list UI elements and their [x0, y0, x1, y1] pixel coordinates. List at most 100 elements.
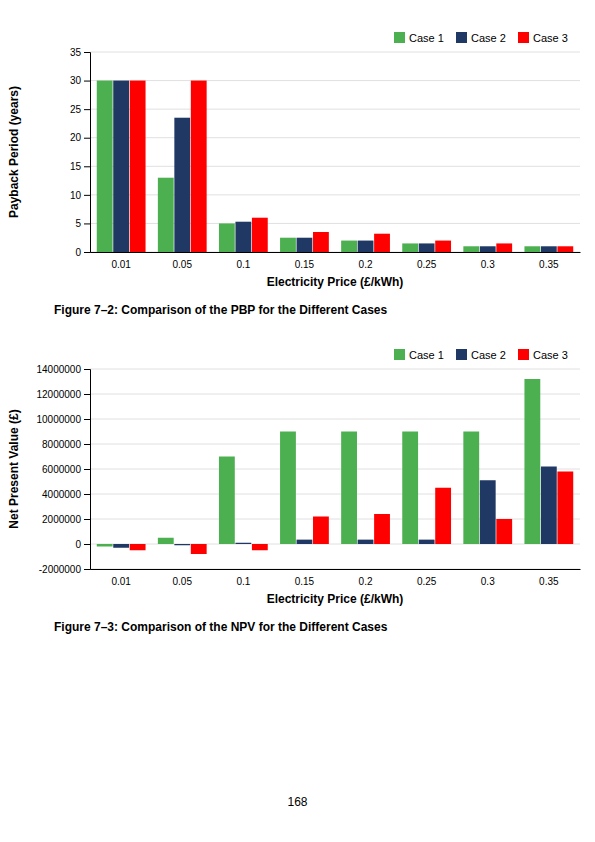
y-tick: 10000000 — [37, 414, 91, 425]
y-tick-label: 14000000 — [37, 364, 82, 375]
y-axis: 05101520253035 — [70, 47, 91, 258]
y-tick-label: 35 — [70, 47, 82, 58]
x-tick-label: 0.15 — [295, 576, 315, 587]
legend-swatch — [456, 349, 467, 360]
bar — [97, 81, 113, 252]
y-tick: 14000000 — [37, 364, 91, 375]
x-tick-label: 0.01 — [111, 259, 131, 270]
x-tick: 0.2 — [359, 576, 373, 587]
x-tick-label: 0.2 — [359, 576, 373, 587]
x-tick: 0.35 — [539, 259, 559, 270]
y-tick-mark — [84, 394, 90, 395]
bar — [541, 246, 557, 252]
y-axis-line — [84, 53, 91, 253]
bar — [113, 81, 129, 252]
y-axis: -200000002000000400000060000008000000100… — [37, 364, 91, 575]
y-tick-mark — [84, 52, 90, 53]
bar — [541, 467, 557, 545]
bar — [358, 241, 374, 252]
y-tick: 0 — [75, 247, 90, 258]
bar-series — [130, 81, 574, 252]
y-tick-mark — [84, 469, 90, 470]
x-tick: 0.15 — [295, 259, 315, 270]
bar-series — [113, 81, 557, 252]
x-tick-label: 0.2 — [359, 259, 373, 270]
legend-label: Case 2 — [471, 349, 506, 361]
grid — [90, 369, 580, 569]
legend-label: Case 3 — [533, 32, 568, 44]
grid-line — [90, 109, 580, 110]
x-tick-label: 0.3 — [481, 259, 495, 270]
y-tick: 4000000 — [42, 489, 90, 500]
y-tick: 15 — [70, 161, 90, 172]
y-tick-label: 8000000 — [42, 439, 81, 450]
y-tick-mark — [84, 494, 90, 495]
bar — [280, 432, 296, 545]
bar — [252, 218, 268, 252]
caption: Figure 7–3: Comparison of the NPV for th… — [54, 620, 388, 634]
bar — [219, 223, 235, 252]
y-tick: 0 — [75, 539, 90, 550]
y-tick-label: 6000000 — [42, 464, 81, 475]
bar — [130, 544, 146, 550]
bar — [402, 432, 418, 545]
x-axis-line — [91, 252, 581, 253]
bar — [191, 81, 207, 252]
x-tick: 0.2 — [359, 259, 373, 270]
x-axis-title: Electricity Price (£/kWh) — [267, 592, 404, 606]
y-tick-label: 20 — [70, 132, 82, 143]
x-tick-label: 0.01 — [111, 576, 131, 587]
bar-series — [113, 467, 557, 548]
y-tick-label: 10 — [70, 190, 82, 201]
legend: Case 1Case 2Case 3 — [394, 32, 568, 44]
legend-item: Case 1 — [394, 349, 444, 361]
bar — [158, 178, 174, 252]
y-tick-mark — [84, 419, 90, 420]
y-tick-mark — [84, 109, 90, 110]
x-tick: 0.05 — [173, 259, 193, 270]
grid-line — [90, 469, 580, 470]
y-axis-title: Net Present Value (£) — [7, 409, 21, 528]
bar — [480, 246, 496, 252]
bar — [419, 540, 435, 544]
x-tick: 0.01 — [111, 576, 131, 587]
legend-swatch — [394, 349, 405, 360]
y-tick: 8000000 — [42, 439, 90, 450]
bars — [97, 379, 573, 554]
bar — [297, 540, 313, 544]
page-number: 168 — [287, 795, 307, 809]
x-tick-label: 0.3 — [481, 576, 495, 587]
x-tick: 0.25 — [417, 259, 437, 270]
bar — [480, 480, 496, 544]
legend-item: Case 3 — [518, 32, 568, 44]
bar — [557, 472, 573, 545]
x-tick: 0.3 — [481, 576, 495, 587]
x-tick-label: 0.1 — [236, 576, 250, 587]
bar — [219, 457, 235, 545]
legend: Case 1Case 2Case 3 — [394, 349, 568, 361]
y-tick: 20 — [70, 132, 90, 143]
y-tick-label: 25 — [70, 104, 82, 115]
bar — [313, 517, 329, 545]
legend-swatch — [394, 32, 405, 43]
legend-item: Case 2 — [456, 32, 506, 44]
y-tick-label: 12000000 — [37, 389, 82, 400]
legend-label: Case 2 — [471, 32, 506, 44]
bar — [419, 243, 435, 252]
page: 051015202530350.010.050.10.150.20.250.30… — [0, 0, 595, 842]
bar — [463, 246, 479, 252]
bar — [358, 540, 374, 544]
bar — [191, 544, 207, 554]
caption: Figure 7–2: Comparison of the PBP for th… — [54, 303, 388, 317]
x-tick-label: 0.05 — [173, 259, 193, 270]
bar-series — [97, 81, 541, 252]
x-tick-label: 0.35 — [539, 576, 559, 587]
y-tick: 35 — [70, 47, 90, 58]
grid — [90, 52, 580, 252]
y-tick: 12000000 — [37, 389, 91, 400]
grid-line — [90, 52, 580, 53]
x-tick: 0.3 — [481, 259, 495, 270]
bar — [435, 488, 451, 544]
y-tick-label: 0 — [75, 247, 81, 258]
bar — [524, 246, 540, 252]
